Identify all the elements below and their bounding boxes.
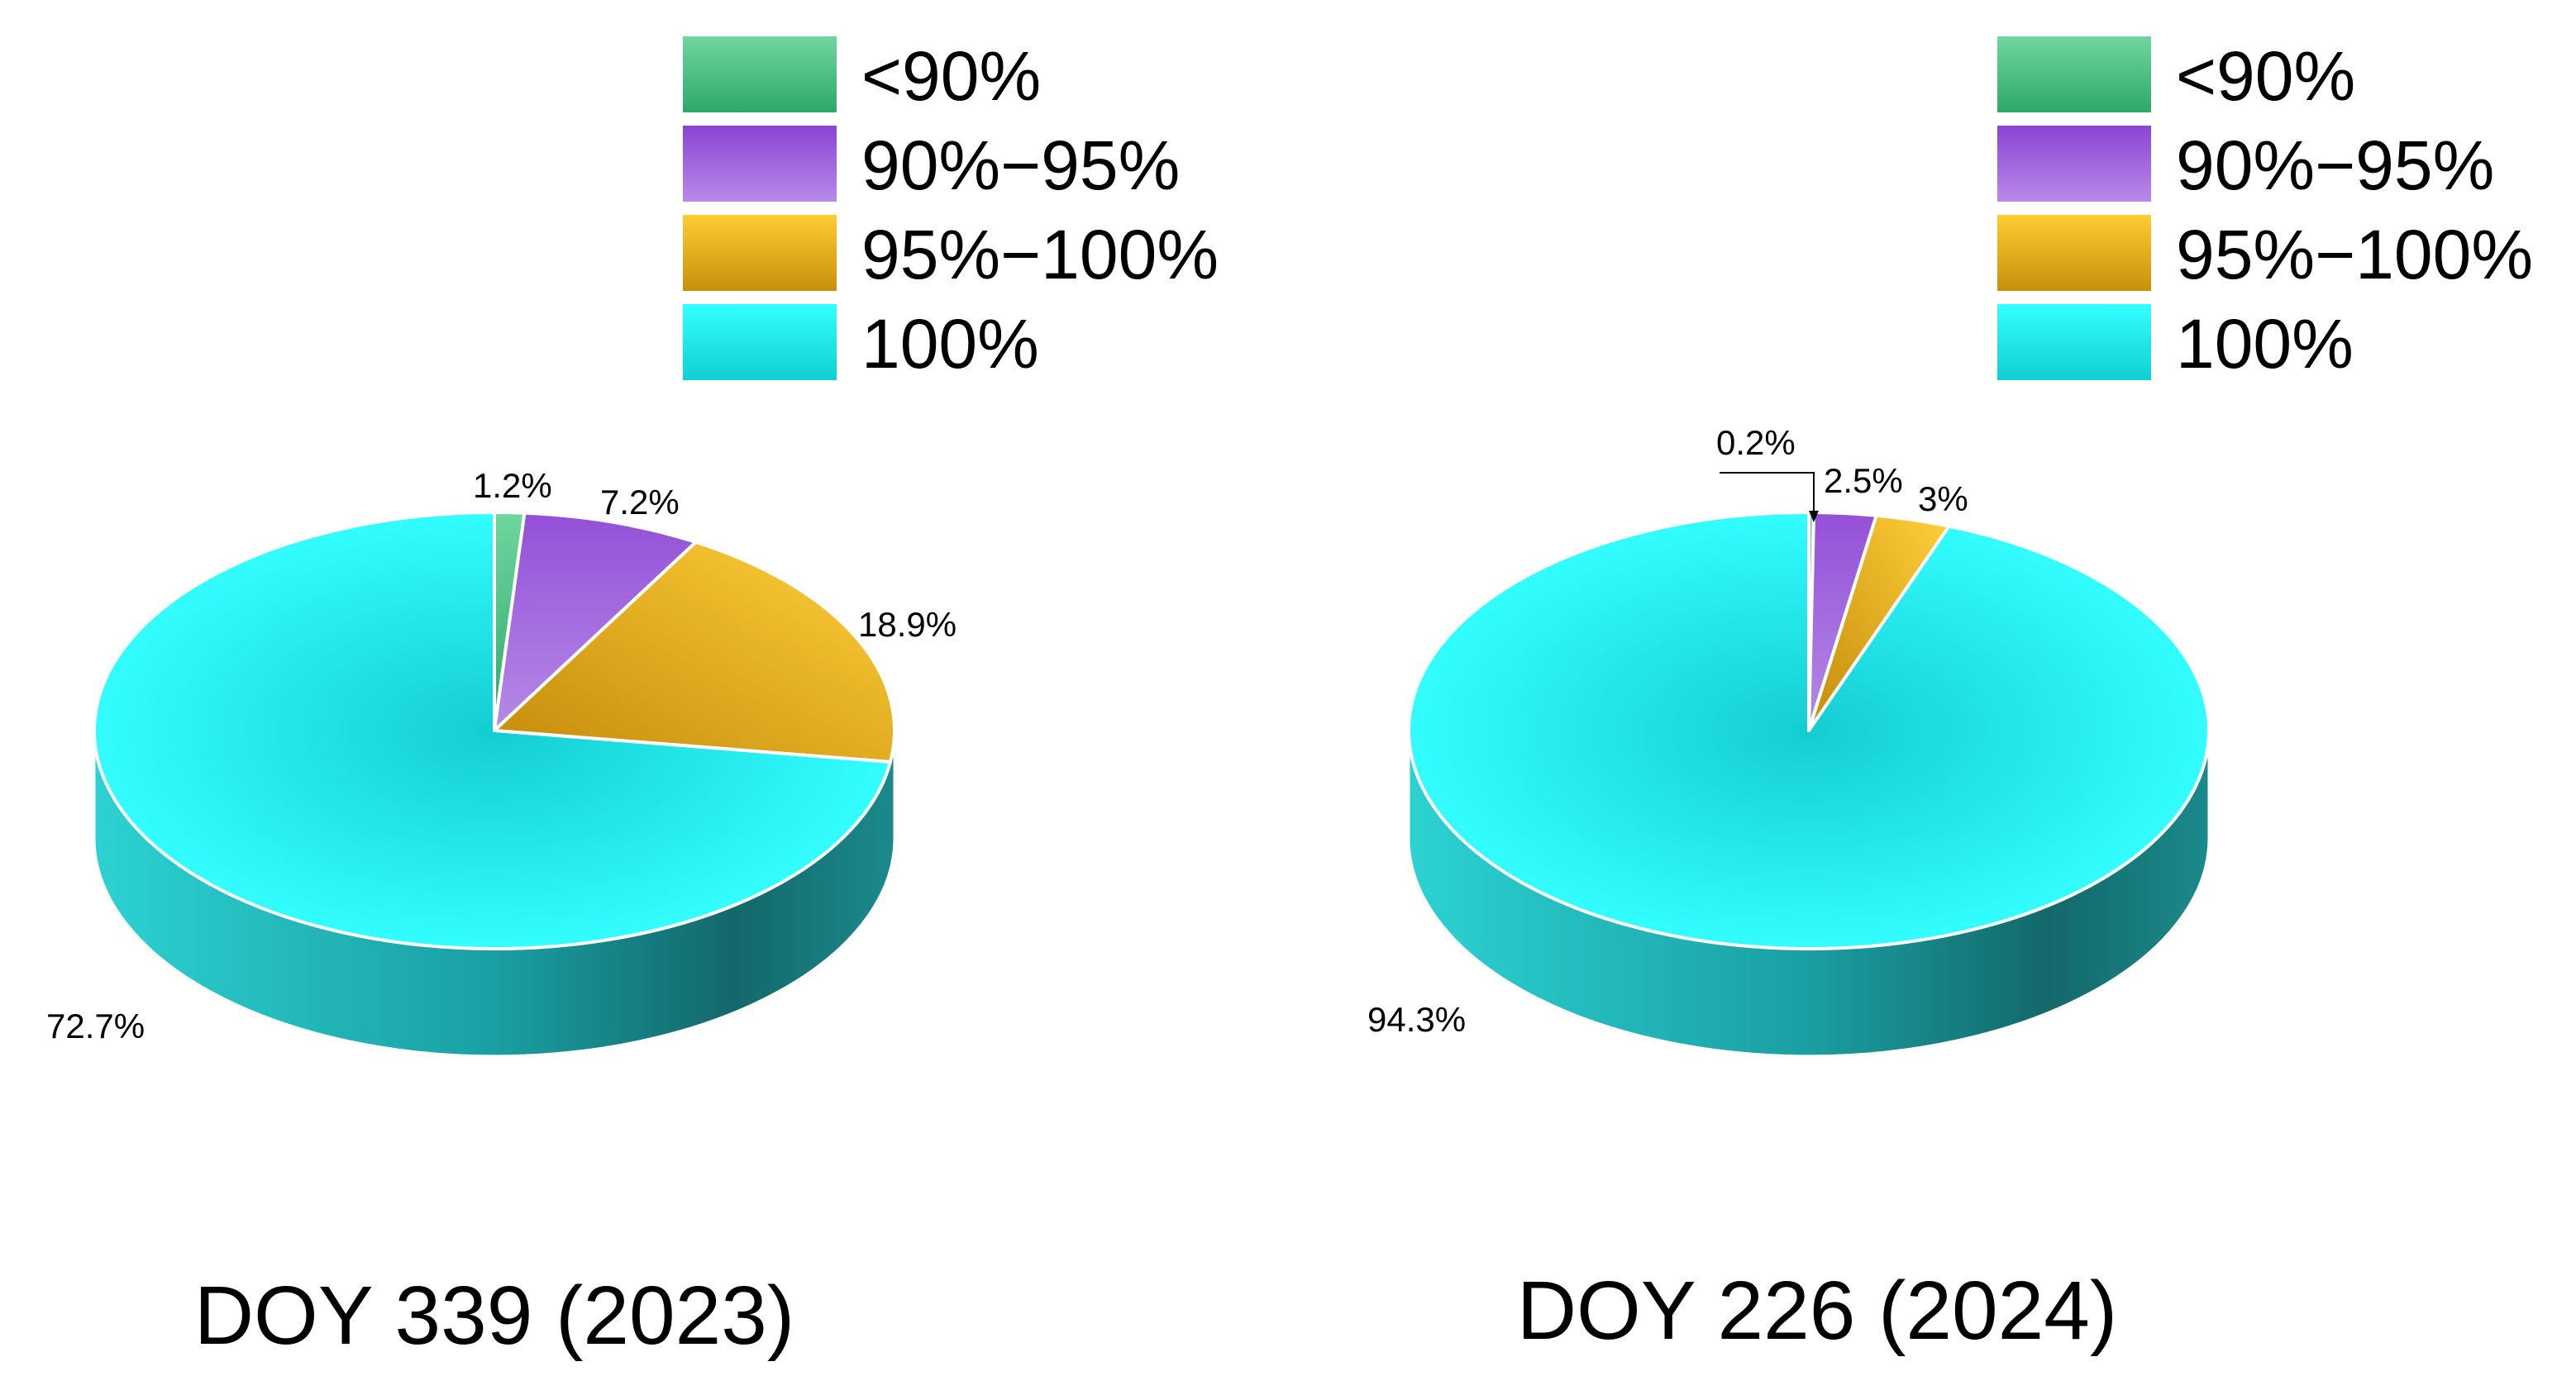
legend-label: 100% xyxy=(861,305,1039,383)
legend-label: 95%−100% xyxy=(2176,216,2533,293)
legend-label: 90%−95% xyxy=(861,126,1180,204)
legend-swatch xyxy=(1997,215,2151,291)
chart-title-left: DOY 339 (2023) xyxy=(194,1269,794,1362)
pie-value-label: 72.7% xyxy=(46,1007,145,1045)
legend-swatch xyxy=(1997,126,2151,202)
pie-chart-doy-339: 1.2% 7.2% 18.9% 72.7% xyxy=(46,466,956,1058)
pie-chart-doy-226: 0.2% 2.5% 3% 94.3% xyxy=(1367,423,2211,1058)
legend-swatch xyxy=(683,304,837,380)
legend-swatch xyxy=(1997,304,2151,380)
legend-left: <90% 90%−95% 95%−100% 100% xyxy=(683,36,1219,383)
pie-slice xyxy=(493,540,896,764)
legend-label: <90% xyxy=(861,37,1041,115)
pie-value-label: 7.2% xyxy=(600,483,680,521)
pie-value-label: 94.3% xyxy=(1367,1000,1466,1039)
pie-slice xyxy=(93,511,892,950)
pie-value-label: 3% xyxy=(1918,479,1968,518)
chart-title-right: DOY 226 (2024) xyxy=(1517,1264,2117,1357)
pie-value-label: 0.2% xyxy=(1716,423,1796,462)
pie-value-label: 2.5% xyxy=(1824,461,1903,500)
pie-value-label: 1.2% xyxy=(473,466,552,505)
leader-arrow xyxy=(1809,511,1819,522)
pie-value-label: 18.9% xyxy=(858,605,956,644)
legend-swatch xyxy=(1997,36,2151,112)
legend-swatch xyxy=(683,215,837,291)
pie-slice xyxy=(1407,511,2211,950)
legend-swatch xyxy=(683,36,837,112)
legend-right: <90% 90%−95% 95%−100% 100% xyxy=(1997,36,2533,383)
legend-label: <90% xyxy=(2176,37,2355,115)
leader-line xyxy=(1720,472,1815,512)
legend-label: 90%−95% xyxy=(2176,126,2494,204)
legend-label: 100% xyxy=(2176,305,2354,383)
legend-label: 95%−100% xyxy=(861,216,1219,293)
legend-swatch xyxy=(683,126,837,202)
pie-slice xyxy=(493,511,698,732)
